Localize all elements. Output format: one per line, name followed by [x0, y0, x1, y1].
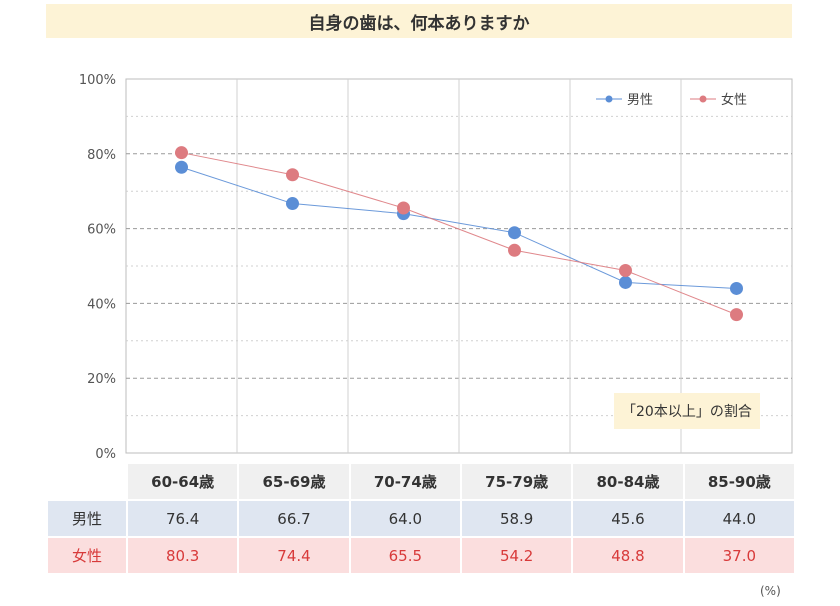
y-tick-label: 60%: [87, 223, 116, 238]
legend-label-male: 男性: [627, 93, 653, 108]
row-label-male: 男性: [48, 501, 126, 536]
data-point-male: [175, 160, 188, 174]
data-point-female: [730, 308, 743, 322]
table-cell: 64.0: [350, 501, 460, 536]
table-header-row: 60-64歳 65-69歳 70-74歳 75-79歳 80-84歳 85-90…: [48, 464, 794, 499]
table-cell: 66.7: [239, 501, 349, 536]
legend-marker-female: [699, 95, 707, 103]
data-point-female: [175, 146, 188, 160]
table-cell: 37.0: [684, 538, 794, 573]
legend-marker-male: [605, 95, 613, 103]
data-point-female: [619, 263, 632, 277]
table-cell: 54.2: [461, 538, 572, 573]
table-header-cell: 80-84歳: [573, 464, 683, 499]
table-cell: 76.4: [128, 501, 238, 536]
table-row-male: 男性 76.4 66.7 64.0 58.9 45.6 44.0: [48, 501, 794, 536]
table-cell: 48.8: [573, 538, 683, 573]
table-cell: 45.6: [573, 501, 683, 536]
y-tick-label: 80%: [87, 148, 116, 163]
data-point-male: [619, 275, 632, 289]
y-tick-label: 100%: [79, 73, 116, 88]
table-cell: 44.0: [684, 501, 794, 536]
legend-label-female: 女性: [721, 92, 747, 108]
table-row-female: 女性 80.3 74.4 65.5 54.2 48.8 37.0: [48, 538, 794, 573]
table-header-cell: 65-69歳: [239, 464, 349, 499]
y-tick-label: 0%: [95, 447, 116, 462]
table-corner: [48, 464, 126, 499]
table-cell: 74.4: [239, 538, 349, 573]
chart-note: 「20本以上」の割合: [614, 393, 760, 429]
data-point-male: [730, 281, 743, 295]
chart-title-bar: 自身の歯は、何本ありますか: [46, 4, 792, 38]
table-cell: 80.3: [128, 538, 238, 573]
data-table: 60-64歳 65-69歳 70-74歳 75-79歳 80-84歳 85-90…: [46, 462, 796, 575]
y-tick-label: 40%: [87, 297, 116, 312]
table-header-cell: 70-74歳: [350, 464, 460, 499]
unit-label: (%): [760, 584, 781, 598]
table-header-cell: 60-64歳: [128, 464, 238, 499]
data-point-female: [286, 168, 299, 182]
series-line-female: [181, 152, 737, 316]
table-cell: 65.5: [350, 538, 460, 573]
data-point-female: [397, 201, 410, 215]
table-cell: 58.9: [461, 501, 572, 536]
row-label-female: 女性: [48, 538, 126, 573]
data-point-male: [508, 226, 521, 240]
data-point-female: [508, 243, 521, 257]
series-line-male: [181, 166, 737, 289]
table-header-cell: 75-79歳: [461, 464, 572, 499]
y-tick-label: 20%: [87, 372, 116, 387]
data-point-male: [286, 197, 299, 211]
table-header-cell: 85-90歳: [684, 464, 794, 499]
chart-title: 自身の歯は、何本ありますか: [308, 13, 530, 34]
